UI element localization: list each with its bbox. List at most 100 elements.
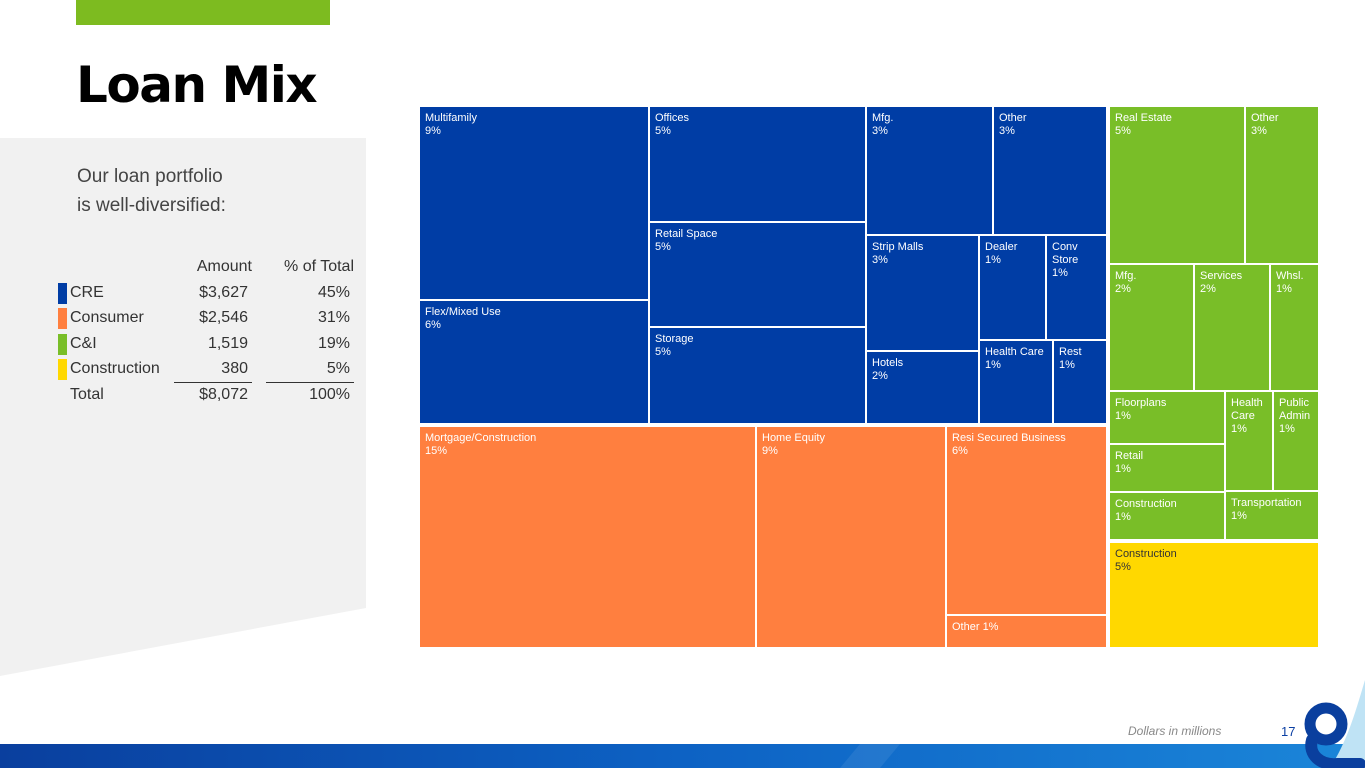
treemap-cell: Health Care 1% — [1225, 391, 1273, 491]
treemap-cell: Multifamily 9% — [419, 106, 649, 300]
treemap-cell-label: Storage — [655, 333, 694, 345]
treemap-cell-pct: 2% — [872, 370, 888, 382]
treemap-cell: Construction 1% — [1109, 492, 1225, 540]
treemap-cell-label: Multifamily — [425, 112, 477, 124]
treemap-cell: Construction 5% — [1109, 542, 1319, 648]
treemap-cell-label: Construction — [1115, 548, 1177, 560]
treemap-cell-label: Services — [1200, 270, 1243, 282]
total-rule — [174, 381, 252, 383]
treemap-cell-label: Floorplans — [1115, 397, 1167, 409]
summary-header-row: Amount % of Total — [56, 254, 366, 280]
summary-row-cre: CRE $3,627 45% — [56, 280, 366, 306]
treemap-cell-label: Mortgage/Construction — [425, 432, 537, 444]
treemap-cell-pct: 1% — [1231, 510, 1247, 522]
treemap-cell-pct: 1% — [1052, 267, 1068, 279]
row-amount: 380 — [221, 360, 248, 377]
treemap-cell: Other 1% — [946, 615, 1107, 648]
treemap-cell: Mfg. 3% — [866, 106, 993, 235]
summary-row-cni: C&I 1,519 19% — [56, 331, 366, 357]
row-pct: 100% — [309, 385, 350, 403]
treemap-cell-label: Health Care — [985, 346, 1044, 358]
treemap-cell: Rest 1% — [1053, 340, 1107, 424]
treemap-cell-pct: 2% — [1115, 283, 1131, 295]
treemap-cell-pct: 1% — [1279, 423, 1295, 435]
treemap-cell-label: Other — [999, 112, 1027, 124]
treemap-cell-pct: 1% — [1115, 410, 1131, 422]
legend-swatch-cni — [58, 333, 67, 355]
intro-line: Our loan portfolio — [77, 166, 223, 187]
treemap-cell-pct: 3% — [999, 125, 1015, 137]
treemap-cell: Health Care 1% — [979, 340, 1053, 424]
treemap-cell-label: Strip Malls — [872, 241, 924, 253]
treemap-cell-pct: 5% — [1115, 561, 1131, 573]
treemap-cell: Services 2% — [1194, 264, 1270, 391]
treemap-cell-label: Public Admin — [1279, 397, 1311, 422]
treemap-cell-label: Whsl. — [1276, 270, 1304, 282]
treemap-cell-pct: 1% — [1276, 283, 1292, 295]
treemap-cell-pct: 3% — [872, 125, 888, 137]
treemap-cell: Other 3% — [1245, 106, 1319, 264]
treemap-cell-label: Other — [1251, 112, 1279, 124]
row-amount: $2,546 — [199, 309, 248, 326]
treemap-cell: Dealer 1% — [979, 235, 1046, 340]
treemap-cell-label: Real Estate — [1115, 112, 1172, 124]
row-amount: 1,519 — [207, 334, 248, 352]
treemap-cell-pct: 3% — [1251, 125, 1267, 137]
treemap-cell-pct: 5% — [655, 346, 671, 358]
treemap-cell: Offices 5% — [649, 106, 866, 222]
treemap-cell-label: Flex/Mixed Use — [425, 306, 501, 318]
summary-row-consumer: Consumer $2,546 31% — [56, 305, 366, 331]
intro-text: Our loan portfolio is well-diversified: — [77, 162, 317, 220]
treemap-cell: Whsl. 1% — [1270, 264, 1319, 391]
treemap-cell-label: Offices — [655, 112, 690, 124]
treemap-cell: Strip Malls 3% — [866, 235, 979, 351]
treemap-cell: Hotels 2% — [866, 351, 979, 424]
row-pct: 5% — [326, 360, 350, 377]
footnote: Dollars in millions — [1128, 724, 1222, 738]
treemap-cell-pct: 5% — [655, 125, 671, 137]
treemap-cell-pct: 3% — [872, 254, 888, 266]
treemap-cell: Storage 5% — [649, 327, 866, 424]
treemap-cell: Mfg. 2% — [1109, 264, 1194, 391]
treemap-cell-label: Mfg. — [872, 112, 894, 124]
row-amount: $8,072 — [199, 385, 248, 403]
treemap-cell-pct: 9% — [762, 445, 778, 457]
summary-row-construction: Construction 380 5% — [56, 356, 366, 382]
treemap-cell-pct: 1% — [1115, 511, 1131, 523]
row-label: Consumer — [70, 309, 144, 326]
treemap-cell: Resi Secured Business 6% — [946, 426, 1107, 615]
treemap-cell: Transportation 1% — [1225, 491, 1319, 540]
treemap-cell-label: Hotels — [872, 357, 904, 369]
treemap-cell: Retail 1% — [1109, 444, 1225, 492]
row-label: Construction — [70, 360, 160, 377]
treemap-cell-label: Retail Space — [655, 228, 718, 240]
treemap-cell: Conv Store 1% — [1046, 235, 1107, 340]
treemap-cell-label: Retail — [1115, 450, 1144, 462]
row-label: Total — [70, 385, 104, 403]
row-pct: 31% — [317, 309, 350, 326]
treemap-cell-pct: 1% — [985, 254, 1001, 266]
treemap-cell-pct: 1% — [985, 359, 1001, 371]
treemap-cell-pct: 6% — [952, 445, 968, 457]
treemap-cell-label: Mfg. — [1115, 270, 1137, 282]
row-amount: $3,627 — [199, 283, 248, 301]
treemap-cell-label: Dealer — [985, 241, 1018, 253]
treemap-cell-pct: 5% — [1115, 125, 1131, 137]
total-rule — [266, 381, 354, 383]
legend-swatch-cre — [58, 282, 67, 304]
header-pct: % of Total — [284, 258, 354, 275]
treemap-cell: Floorplans 1% — [1109, 391, 1225, 444]
treemap-cell: Other 3% — [993, 106, 1107, 235]
treemap-cell-pct: 6% — [425, 319, 441, 331]
header-amount: Amount — [196, 258, 252, 275]
treemap-cell-label: Home Equity — [762, 432, 825, 444]
treemap-cell-label: Construction — [1115, 498, 1177, 510]
treemap-cell-pct: 5% — [655, 241, 671, 253]
summary-table: Amount % of Total CRE $3,627 45% Consume… — [56, 254, 366, 407]
treemap-cell: Flex/Mixed Use 6% — [419, 300, 649, 424]
treemap-cell-pct: 15% — [425, 445, 448, 457]
row-pct: 19% — [317, 334, 350, 352]
treemap-cell-pct: 2% — [1200, 283, 1216, 295]
